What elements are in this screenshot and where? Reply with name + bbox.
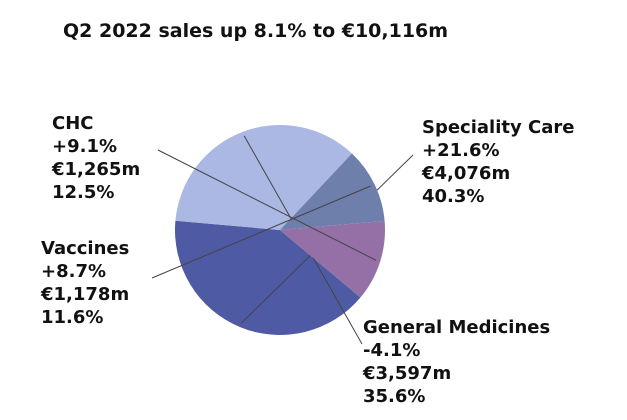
label-chc: CHC +9.1% €1,265m 12.5% <box>52 112 140 204</box>
pie-slice-general-medicines <box>175 124 352 230</box>
label-vaccines-amount: €1,178m <box>41 284 130 305</box>
label-vaccines-change: +8.7% <box>41 261 107 282</box>
label-general-medicines-share: 35.6% <box>363 386 426 407</box>
label-chc-change: +9.1% <box>52 136 118 157</box>
label-vaccines-name: Vaccines <box>41 238 130 259</box>
label-vaccines-share: 11.6% <box>41 307 104 328</box>
leader-line-vaccines <box>151 185 371 279</box>
label-chc-amount: €1,265m <box>52 159 141 180</box>
label-speciality-care-name: Speciality Care <box>422 117 575 138</box>
label-speciality-care: Speciality Care +21.6% €4,076m 40.3% <box>422 116 574 208</box>
label-speciality-care-share: 40.3% <box>422 186 485 207</box>
label-speciality-care-change: +21.6% <box>422 140 500 161</box>
chart-title: Q2 2022 sales up 8.1% to €10,116m <box>63 20 449 42</box>
leader-line-chc <box>157 149 377 261</box>
label-vaccines: Vaccines +8.7% €1,178m 11.6% <box>41 237 129 329</box>
label-chc-name: CHC <box>52 113 94 134</box>
label-general-medicines-change: -4.1% <box>363 340 421 361</box>
label-speciality-care-amount: €4,076m <box>422 163 511 184</box>
label-chc-share: 12.5% <box>52 182 115 203</box>
pie-slice-chc <box>280 220 385 298</box>
pie-slice-vaccines <box>280 153 385 230</box>
label-general-medicines-name: General Medicines <box>363 317 551 338</box>
label-general-medicines: General Medicines -4.1% €3,597m 35.6% <box>363 316 550 408</box>
label-general-medicines-amount: €3,597m <box>363 363 452 384</box>
